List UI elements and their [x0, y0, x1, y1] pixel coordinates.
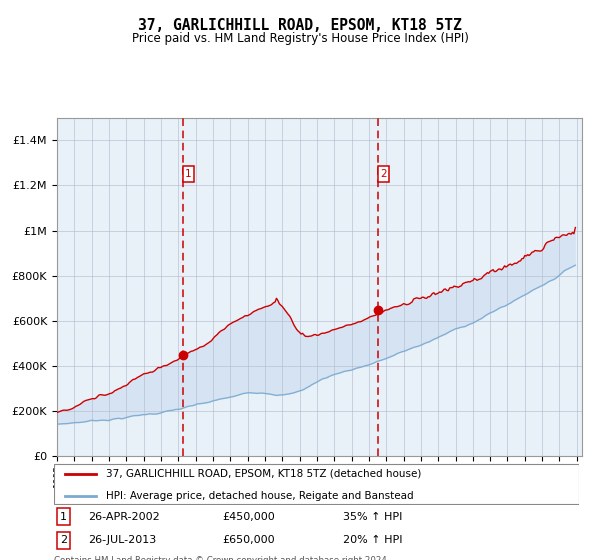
Text: 37, GARLICHHILL ROAD, EPSOM, KT18 5TZ: 37, GARLICHHILL ROAD, EPSOM, KT18 5TZ: [138, 18, 462, 34]
Text: 2: 2: [60, 535, 67, 545]
Text: Price paid vs. HM Land Registry's House Price Index (HPI): Price paid vs. HM Land Registry's House …: [131, 32, 469, 45]
Text: HPI: Average price, detached house, Reigate and Banstead: HPI: Average price, detached house, Reig…: [107, 491, 414, 501]
Text: £650,000: £650,000: [222, 535, 275, 545]
Text: 26-JUL-2013: 26-JUL-2013: [88, 535, 157, 545]
Text: 20% ↑ HPI: 20% ↑ HPI: [343, 535, 402, 545]
Text: 2: 2: [380, 169, 387, 179]
Text: 35% ↑ HPI: 35% ↑ HPI: [343, 511, 402, 521]
Text: 37, GARLICHHILL ROAD, EPSOM, KT18 5TZ (detached house): 37, GARLICHHILL ROAD, EPSOM, KT18 5TZ (d…: [107, 469, 422, 479]
Text: 1: 1: [60, 511, 67, 521]
Text: £450,000: £450,000: [222, 511, 275, 521]
Text: 26-APR-2002: 26-APR-2002: [88, 511, 160, 521]
FancyBboxPatch shape: [54, 464, 579, 504]
Text: 1: 1: [185, 169, 192, 179]
Text: Contains HM Land Registry data © Crown copyright and database right 2024.
This d: Contains HM Land Registry data © Crown c…: [54, 556, 389, 560]
